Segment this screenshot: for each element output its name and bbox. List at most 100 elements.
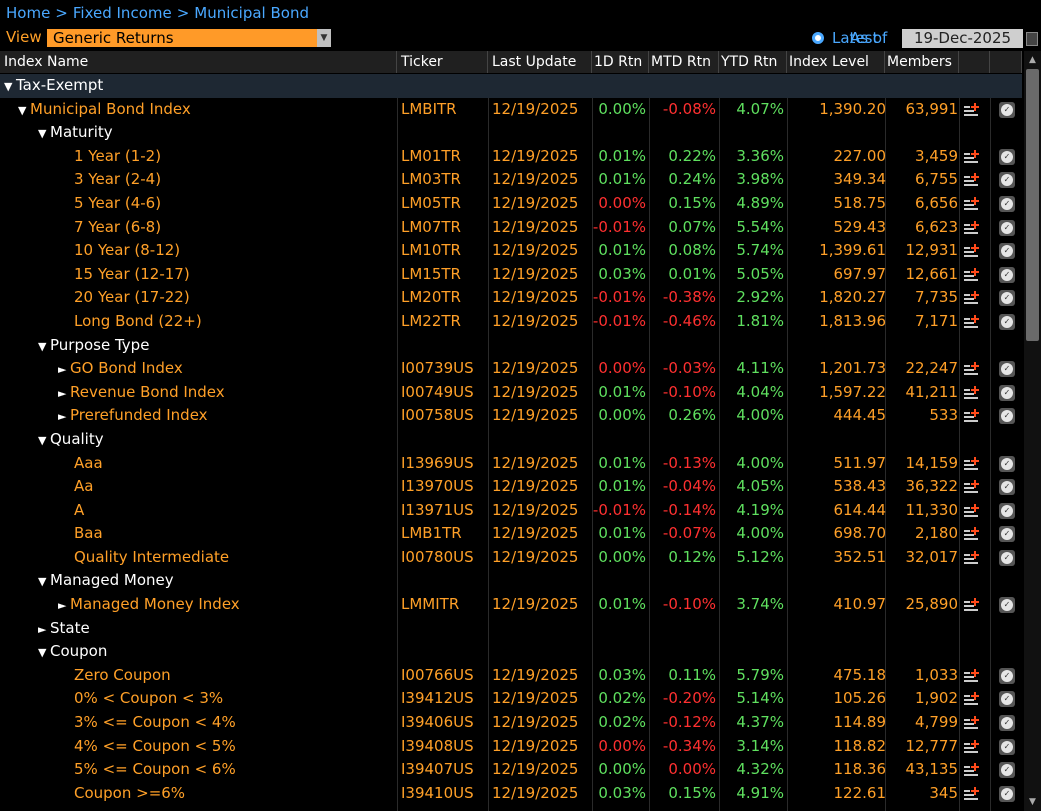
breadcrumb-home[interactable]: Home: [6, 4, 51, 22]
ticker-cell[interactable]: LMMITR: [401, 595, 460, 614]
table-row[interactable]: Coupon >=6% I39410US 12/19/2025 0.03% 0.15% 4…: [0, 782, 1022, 806]
add-to-list-icon[interactable]: [964, 173, 980, 187]
index-name[interactable]: ▼ Coupon: [0, 640, 395, 664]
add-to-list-icon[interactable]: [964, 362, 980, 376]
ticker-cell[interactable]: I39410US: [401, 783, 474, 802]
table-row[interactable]: ▼ Managed Money: [0, 569, 1022, 593]
ticker-cell[interactable]: I00780US: [401, 547, 474, 566]
expanded-triangle-icon[interactable]: ▼: [38, 339, 47, 353]
index-name[interactable]: 1 Year (1-2): [0, 145, 395, 169]
index-name[interactable]: ► State: [0, 617, 395, 641]
chart-icon[interactable]: ✓: [999, 219, 1015, 236]
expanded-triangle-icon[interactable]: ▼: [38, 646, 47, 660]
index-name[interactable]: Aaa: [0, 452, 395, 476]
chart-icon[interactable]: ✓: [999, 266, 1015, 283]
index-name[interactable]: ▼ Maturity: [0, 121, 395, 145]
table-row[interactable]: 1 Year (1-2) LM01TR 12/19/2025 0.01% 0.22% 3.…: [0, 145, 1022, 169]
add-to-list-icon[interactable]: [964, 692, 980, 706]
expanded-triangle-icon[interactable]: ▼: [4, 80, 13, 93]
table-row[interactable]: ▼ Quality: [0, 428, 1022, 452]
table-row[interactable]: ▼ Purpose Type: [0, 334, 1022, 358]
table-row[interactable]: ► State: [0, 617, 1022, 641]
add-to-list-icon[interactable]: [964, 503, 980, 518]
chart-icon[interactable]: ✓: [999, 738, 1015, 755]
table-row[interactable]: ▼ Coupon: [0, 640, 1022, 664]
chart-icon[interactable]: ✓: [999, 597, 1015, 614]
add-to-list-icon[interactable]: [964, 598, 980, 612]
table-row[interactable]: Baa LMB1TR 12/19/2025 0.01% -0.07% 4.00% 698.7…: [0, 522, 1022, 546]
chart-icon[interactable]: ✓: [999, 290, 1015, 307]
chart-icon[interactable]: ✓: [999, 762, 1015, 779]
index-name[interactable]: ► Revenue Bond Index: [0, 381, 395, 405]
collapsed-triangle-icon[interactable]: ►: [38, 622, 47, 636]
index-name[interactable]: 3 Year (2-4): [0, 168, 395, 192]
index-name[interactable]: Long Bond (22+): [0, 310, 395, 334]
index-name[interactable]: 5% <= Coupon < 6%: [0, 758, 395, 782]
add-to-list-icon[interactable]: [964, 314, 980, 329]
chart-icon[interactable]: ✓: [999, 691, 1015, 708]
ticker-cell[interactable]: I13969US: [401, 453, 474, 472]
table-row[interactable]: ► Prerefunded Index I00758US 12/19/2025 0.00…: [0, 404, 1022, 428]
table-row[interactable]: 3 Year (2-4) LM03TR 12/19/2025 0.01% 0.24% 3.…: [0, 168, 1022, 192]
index-name[interactable]: A: [0, 499, 395, 523]
add-to-list-icon[interactable]: [964, 550, 980, 565]
table-row[interactable]: ► Revenue Bond Index I00749US 12/19/2025 0.0…: [0, 381, 1022, 405]
column-header-index-name[interactable]: Index Name: [0, 51, 397, 73]
add-to-list-icon[interactable]: [964, 244, 980, 258]
index-name[interactable]: ▼ Quality: [0, 428, 395, 452]
view-dropdown[interactable]: Generic Returns ▼: [47, 29, 331, 47]
calendar-icon[interactable]: [1026, 32, 1038, 46]
add-to-list-icon[interactable]: [964, 267, 980, 282]
chart-icon[interactable]: ✓: [999, 172, 1015, 189]
add-to-list-icon[interactable]: [964, 409, 980, 423]
ticker-cell[interactable]: LM10TR: [401, 241, 461, 260]
chart-icon[interactable]: ✓: [999, 479, 1015, 496]
index-name[interactable]: Baa: [0, 522, 395, 546]
table-row[interactable]: ► GO Bond Index I00739US 12/19/2025 0.00% -0.…: [0, 357, 1022, 381]
index-name[interactable]: ► GO Bond Index: [0, 357, 395, 381]
table-row[interactable]: A I13971US 12/19/2025 -0.01% -0.14% 4.19% 614.…: [0, 499, 1022, 523]
scroll-up-icon[interactable]: ▲: [1029, 55, 1036, 65]
add-to-list-icon[interactable]: [964, 763, 980, 777]
ticker-cell[interactable]: I39408US: [401, 736, 474, 755]
table-row[interactable]: 0% < Coupon < 3% I39412US 12/19/2025 0.02% -…: [0, 687, 1022, 711]
collapsed-triangle-icon[interactable]: ►: [58, 410, 67, 424]
column-header-1d-rtn[interactable]: 1D Rtn: [592, 51, 649, 73]
chart-icon[interactable]: ✓: [999, 361, 1015, 378]
index-name[interactable]: 3% <= Coupon < 4%: [0, 711, 395, 735]
add-to-list-icon[interactable]: [964, 480, 980, 494]
table-row[interactable]: 15 Year (12-17) LM15TR 12/19/2025 0.03% 0.01…: [0, 263, 1022, 287]
ticker-cell[interactable]: LM22TR: [401, 311, 461, 330]
index-name[interactable]: ▼ Managed Money: [0, 569, 395, 593]
as-of-date-input[interactable]: 19-Dec-2025: [902, 29, 1023, 48]
table-row[interactable]: Long Bond (22+) LM22TR 12/19/2025 -0.01% -0.…: [0, 310, 1022, 334]
table-row[interactable]: 5 Year (4-6) LM05TR 12/19/2025 0.00% 0.15% 4.…: [0, 192, 1022, 216]
add-to-list-icon[interactable]: [964, 527, 980, 541]
ticker-cell[interactable]: LM01TR: [401, 146, 461, 165]
table-row[interactable]: Zero Coupon I00766US 12/19/2025 0.03% 0.11% 5…: [0, 664, 1022, 688]
table-row[interactable]: 3% <= Coupon < 4% I39406US 12/19/2025 0.02%…: [0, 711, 1022, 735]
chart-icon[interactable]: ✓: [999, 526, 1015, 543]
add-to-list-icon[interactable]: [964, 716, 980, 730]
ticker-cell[interactable]: I00766US: [401, 665, 474, 684]
column-header-members[interactable]: Members: [885, 51, 959, 73]
vertical-scrollbar[interactable]: ▲ ▼: [1024, 51, 1041, 811]
index-name[interactable]: Quality Intermediate: [0, 546, 395, 570]
index-name[interactable]: ► Prerefunded Index: [0, 404, 395, 428]
ticker-cell[interactable]: LM20TR: [401, 288, 461, 307]
chart-icon[interactable]: ✓: [999, 408, 1015, 425]
ticker-cell[interactable]: LM05TR: [401, 193, 461, 212]
index-name[interactable]: 20 Year (17-22): [0, 286, 395, 310]
expanded-triangle-icon[interactable]: ▼: [18, 103, 27, 117]
ticker-cell[interactable]: LM07TR: [401, 217, 461, 236]
table-row[interactable]: 10 Year (8-12) LM10TR 12/19/2025 0.01% 0.08%…: [0, 239, 1022, 263]
add-to-list-icon[interactable]: [964, 456, 980, 471]
ticker-cell[interactable]: I39407US: [401, 760, 474, 779]
index-name[interactable]: 0% < Coupon < 3%: [0, 687, 395, 711]
column-header-last-update[interactable]: Last Update: [488, 51, 592, 73]
chart-icon[interactable]: ✓: [999, 101, 1015, 118]
breadcrumb-fixed-income[interactable]: Fixed Income: [72, 4, 172, 22]
ticker-cell[interactable]: I39412US: [401, 689, 474, 708]
breadcrumb-municipal-bond[interactable]: Municipal Bond: [194, 4, 309, 22]
add-to-list-icon[interactable]: [964, 786, 980, 801]
